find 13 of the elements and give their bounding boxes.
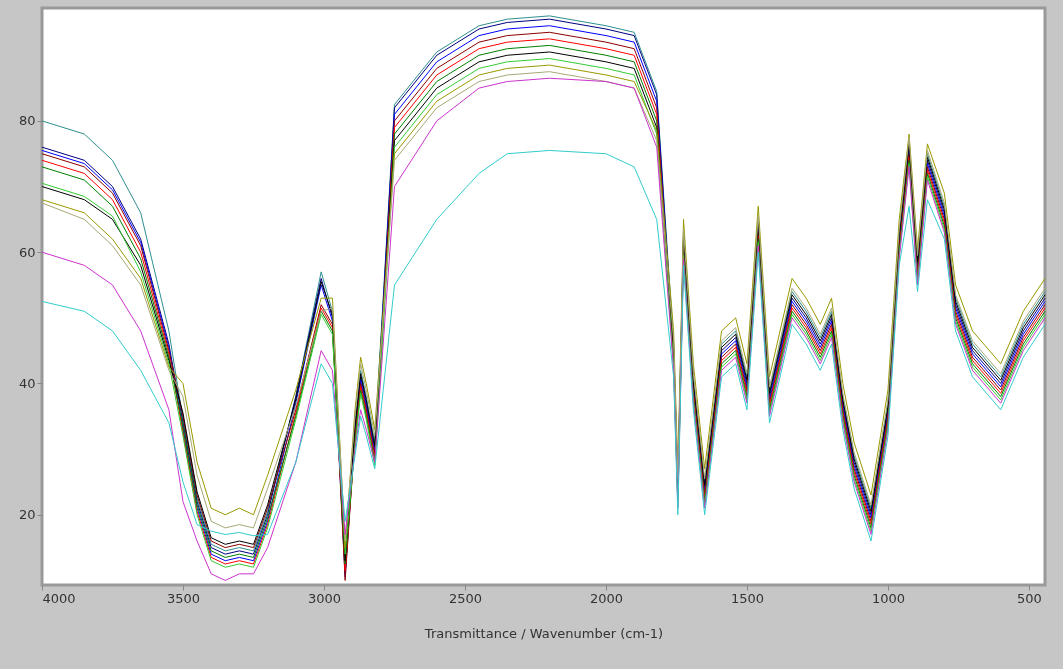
x-tick-label: 500 — [1017, 590, 1042, 606]
x-tick-label: 3000 — [307, 590, 342, 606]
x-tick-label: 1500 — [730, 590, 764, 606]
y-tick-label: 80 — [18, 113, 36, 129]
x-tick-label: 2500 — [448, 590, 483, 606]
y-tick-label: 20 — [18, 507, 36, 523]
x-tick-label: 4000 — [42, 590, 76, 606]
x-tick-label: 2000 — [589, 590, 624, 606]
y-tick-label: 40 — [18, 375, 36, 391]
x-tick-label: 1000 — [871, 590, 905, 606]
x-axis-title: Transmittance / Wavenumber (cm-1) — [423, 625, 664, 641]
y-tick-label: 60 — [18, 244, 36, 260]
x-tick-label: 3500 — [166, 590, 201, 606]
